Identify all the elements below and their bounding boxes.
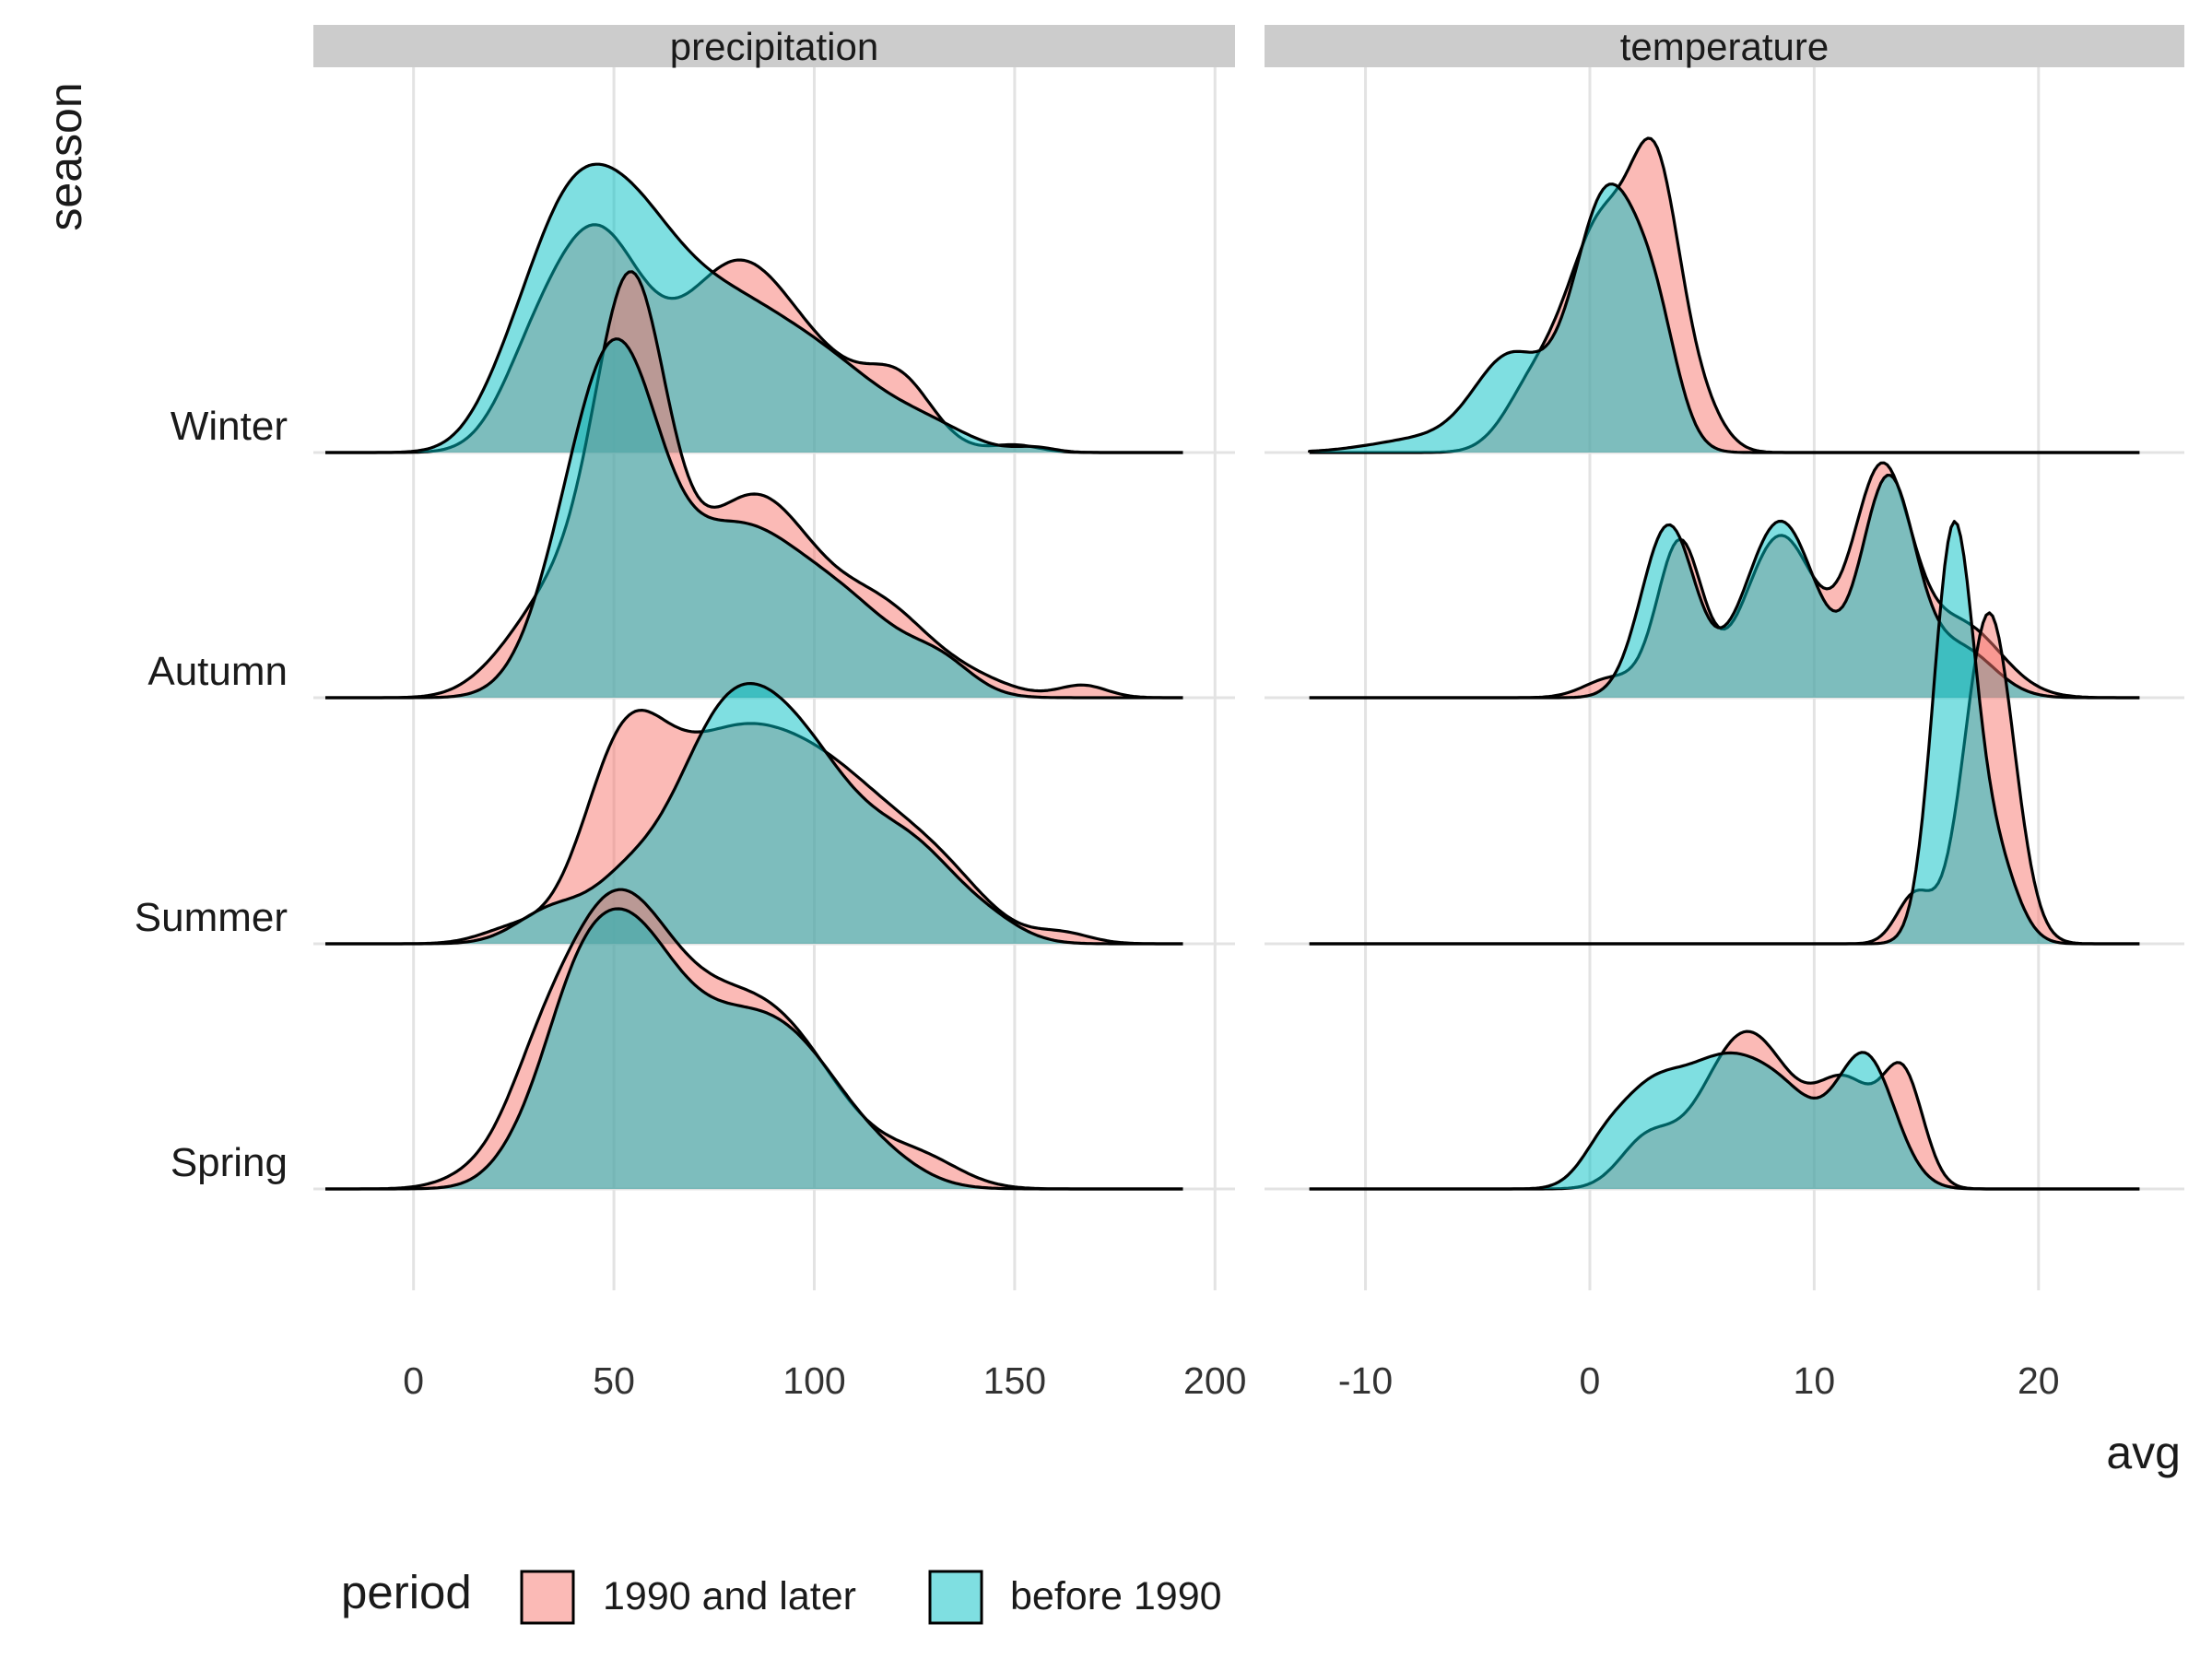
y-tick-label-summer: Summer	[135, 895, 288, 940]
x-tick-label-precipitation-150: 150	[983, 1359, 1046, 1402]
ridge-precipitation-winter-before-1990	[325, 162, 1183, 454]
legend-key-before-1990	[928, 1570, 983, 1625]
x-tick-label-temperature-0: 0	[1580, 1359, 1601, 1402]
x-ticks-precipitation: 0 50 100 150 200	[403, 1359, 1246, 1402]
panel-precipitation: precipitation 0 50 100 150 200	[313, 25, 1246, 1402]
x-axis-title: avg	[2106, 1427, 2181, 1478]
y-axis-title: season	[40, 82, 91, 230]
ridges-temperature	[1308, 136, 2140, 1191]
y-tick-label-spring: Spring	[171, 1140, 288, 1185]
legend-label-1990: 1990 and later	[603, 1574, 856, 1618]
strip-title-temperature: temperature	[1620, 25, 1829, 68]
legend-key-1990	[520, 1570, 575, 1625]
ridge-temperature-winter-before-1990	[1308, 182, 2140, 454]
ridge-precipitation-autumn-before-1990	[325, 337, 1183, 700]
x-ticks-temperature: -10 0 10 20	[1338, 1359, 2060, 1402]
x-tick-label-precipitation-100: 100	[782, 1359, 845, 1402]
strip-title-precipitation: precipitation	[670, 25, 878, 68]
ridge-precipitation-summer-before-1990	[325, 682, 1183, 946]
panel-temperature: temperature -10 0 10 20	[1265, 25, 2184, 1402]
x-tick-label-precipitation-50: 50	[593, 1359, 635, 1402]
y-tick-label-winter: Winter	[171, 404, 288, 449]
x-tick-label-precipitation-200: 200	[1183, 1359, 1246, 1402]
ridge-precipitation-spring-before-1990	[325, 907, 1183, 1191]
x-tick-label-temperature-20: 20	[2018, 1359, 2060, 1402]
x-tick-label-temperature--10: -10	[1338, 1359, 1393, 1402]
legend-title: period	[341, 1566, 472, 1618]
x-tick-label-temperature-10: 10	[1794, 1359, 1836, 1402]
ridge-temperature-autumn-before-1990	[1309, 474, 2140, 700]
legend-label-before-1990: before 1990	[1010, 1574, 1222, 1618]
legend: period 1990 and later before 1990	[341, 1566, 1222, 1625]
strip-temperature	[1265, 25, 2184, 67]
ridges-precipitation	[325, 162, 1183, 1191]
ridge-temperature-spring-before-1990	[1309, 1051, 2140, 1191]
y-axis-labels: Spring Summer Autumn Winter	[135, 404, 288, 1185]
x-tick-label-precipitation-0: 0	[403, 1359, 424, 1402]
y-tick-label-autumn: Autumn	[147, 649, 288, 694]
ridge-temperature-summer-before-1990	[1309, 520, 2140, 946]
ridge-temperature-winter-1990-and-later	[1309, 136, 2140, 454]
strip-precipitation	[313, 25, 1235, 67]
